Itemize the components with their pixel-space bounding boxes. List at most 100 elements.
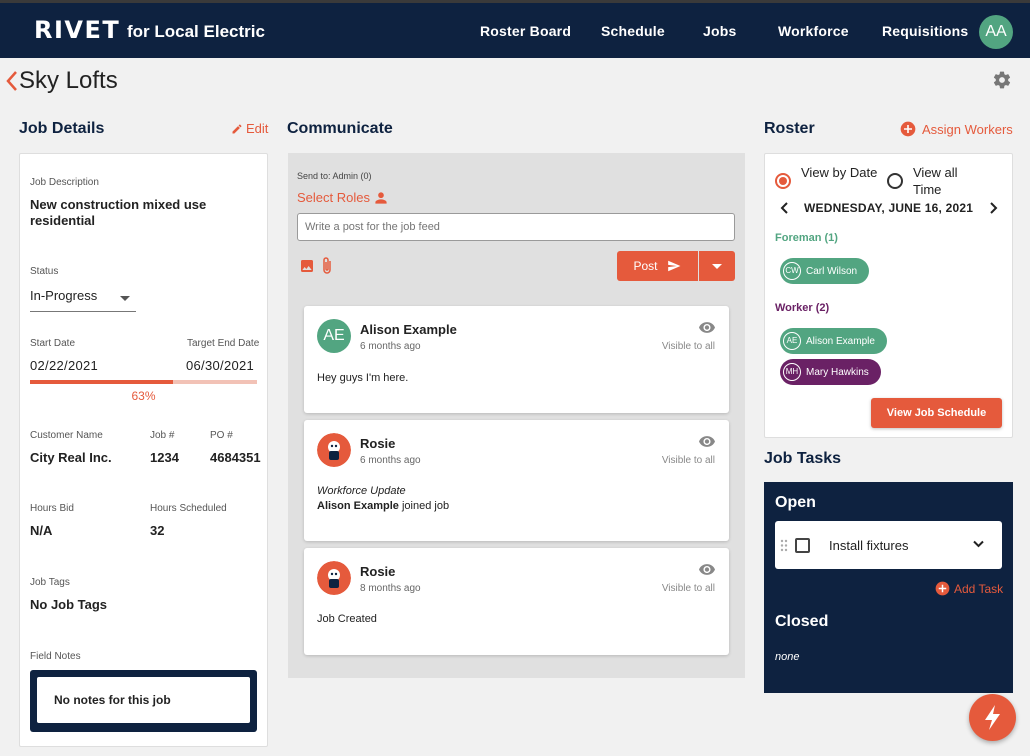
chevron-down-icon[interactable] xyxy=(973,540,984,548)
person-icon xyxy=(375,191,387,204)
post-body: Alison Example joined job xyxy=(317,500,449,512)
view-by-date-label: View by Date xyxy=(801,165,878,180)
paperclip-icon[interactable] xyxy=(320,256,334,276)
brand-logo[interactable]: RIVET xyxy=(34,16,121,44)
chip-initials: CW xyxy=(783,262,801,280)
image-icon[interactable] xyxy=(299,258,315,274)
chip-name: Mary Hawkins xyxy=(806,366,869,378)
hours-bid-label: Hours Bid xyxy=(30,503,74,514)
visibility-label: Visible to all xyxy=(661,583,715,594)
add-task-link[interactable]: Add Task xyxy=(935,581,1003,596)
post-body: Job Created xyxy=(317,613,377,625)
worker-chip[interactable]: AE Alison Example xyxy=(780,328,887,354)
job-details-heading: Job Details xyxy=(19,120,105,137)
author-name: Rosie xyxy=(360,564,396,579)
user-avatar[interactable]: AA xyxy=(979,15,1013,49)
view-job-schedule-button[interactable]: View Job Schedule xyxy=(871,398,1002,428)
eye-icon xyxy=(699,322,715,333)
view-by-date-radio[interactable] xyxy=(775,173,791,189)
view-all-time-label: View all Time xyxy=(913,165,958,197)
select-roles-link[interactable]: Select Roles xyxy=(297,190,388,205)
chip-initials: MH xyxy=(783,363,801,381)
worker-chip[interactable]: MH Mary Hawkins xyxy=(780,359,881,385)
nav-requisitions[interactable]: Requisitions xyxy=(882,23,969,39)
send-icon xyxy=(667,260,680,272)
job-tasks-panel xyxy=(764,482,1013,693)
date-navigator: WEDNESDAY, JUNE 16, 2021 xyxy=(776,200,1000,218)
edit-label: Edit xyxy=(246,121,269,136)
task-checkbox[interactable] xyxy=(795,538,810,553)
po-number-value: 4684351 xyxy=(210,450,261,465)
job-tags-label: Job Tags xyxy=(30,577,70,588)
post-options-dropdown[interactable] xyxy=(699,251,735,281)
customer-label: Customer Name xyxy=(30,430,103,441)
job-progress-fill xyxy=(30,380,173,384)
post-button[interactable]: Post xyxy=(617,251,698,281)
feed-post: AE Alison Example 6 months ago Visible t… xyxy=(304,306,729,413)
assign-workers-label: Assign Workers xyxy=(922,121,1013,137)
top-nav-bar: RIVET for Local Electric Roster Board Sc… xyxy=(0,0,1030,58)
back-chevron-icon[interactable] xyxy=(5,70,19,92)
eye-icon xyxy=(699,564,715,575)
customer-value: City Real Inc. xyxy=(30,450,112,465)
chevron-left-icon[interactable] xyxy=(780,202,790,214)
visibility-label: Visible to all xyxy=(661,341,715,352)
assign-workers-link[interactable]: Assign Workers xyxy=(900,121,1013,137)
page-title: Sky Lofts xyxy=(19,67,118,94)
chip-initials: AE xyxy=(783,332,801,350)
communicate-heading: Communicate xyxy=(287,120,393,137)
chip-name: Carl Wilson xyxy=(806,265,858,277)
start-date-label: Start Date xyxy=(30,338,76,349)
rosie-robot-avatar-icon xyxy=(317,561,351,595)
caret-down-icon xyxy=(120,296,130,301)
roster-card xyxy=(764,153,1013,438)
brand-subtitle: for Local Electric xyxy=(127,22,265,41)
pencil-icon xyxy=(232,123,242,133)
post-input[interactable] xyxy=(297,213,735,241)
nav-schedule[interactable]: Schedule xyxy=(601,23,665,39)
job-progress-percent: 63% xyxy=(131,389,156,403)
lightning-bolt-icon xyxy=(985,705,1000,730)
open-tasks-heading: Open xyxy=(775,494,816,511)
author-name: Alison Example xyxy=(360,322,457,337)
visibility-label: Visible to all xyxy=(661,455,715,466)
quick-action-button[interactable] xyxy=(969,694,1016,741)
send-to-label: Send to: Admin (0) xyxy=(297,171,372,181)
task-item[interactable]: Install fixtures xyxy=(775,521,1002,569)
post-time: 6 months ago xyxy=(360,341,421,352)
job-tasks-heading: Job Tasks xyxy=(764,450,842,467)
drag-handle-icon[interactable] xyxy=(780,539,788,552)
status-value: In-Progress xyxy=(30,288,98,303)
job-details-card xyxy=(19,153,268,747)
post-time: 8 months ago xyxy=(360,583,421,594)
job-progress-bar xyxy=(30,380,257,384)
hours-scheduled-label: Hours Scheduled xyxy=(150,503,227,514)
rosie-robot-avatar-icon xyxy=(317,433,351,467)
hours-scheduled-value: 32 xyxy=(150,523,165,538)
update-person: Alison Example xyxy=(317,500,399,512)
add-circle-icon xyxy=(900,121,916,137)
select-roles-label: Select Roles xyxy=(297,190,370,205)
worker-chip[interactable]: CW Carl Wilson xyxy=(780,258,870,284)
po-number-label: PO # xyxy=(210,430,233,441)
chevron-right-icon[interactable] xyxy=(988,202,998,214)
closed-tasks-heading: Closed xyxy=(775,613,829,630)
nav-jobs[interactable]: Jobs xyxy=(703,23,737,39)
closed-tasks-empty: none xyxy=(775,651,800,663)
author-avatar: AE xyxy=(317,319,351,353)
post-label: Post xyxy=(633,259,658,273)
field-notes-value[interactable]: No notes for this job xyxy=(37,677,250,723)
status-dropdown[interactable]: In-Progress xyxy=(30,288,136,312)
edit-job-link[interactable]: Edit xyxy=(231,121,268,136)
update-text: joined job xyxy=(398,500,450,512)
worker-heading: Worker (2) xyxy=(775,302,830,314)
field-notes-label: Field Notes xyxy=(30,651,81,662)
author-name: Rosie xyxy=(360,436,396,451)
post-body: Hey guys I'm here. xyxy=(317,372,409,384)
current-date: WEDNESDAY, JUNE 16, 2021 xyxy=(804,201,974,215)
gear-icon[interactable] xyxy=(992,70,1012,90)
view-all-time-radio[interactable] xyxy=(887,173,903,189)
nav-workforce[interactable]: Workforce xyxy=(778,23,849,39)
nav-roster-board[interactable]: Roster Board xyxy=(480,23,572,39)
roster-heading: Roster xyxy=(764,120,815,137)
